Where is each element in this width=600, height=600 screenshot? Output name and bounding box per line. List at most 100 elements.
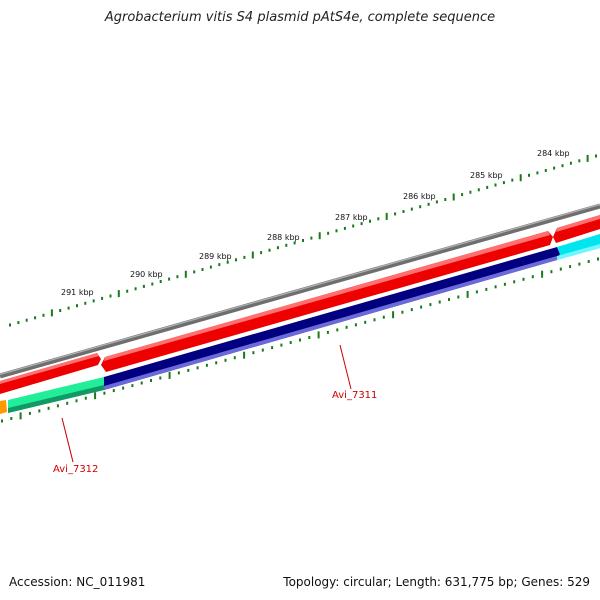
minor-tick (475, 290, 478, 294)
gene-avi-7312[interactable] (8, 377, 104, 413)
minor-tick (226, 260, 229, 264)
minor-tick (486, 185, 489, 189)
minor-tick (84, 396, 87, 400)
minor-tick (569, 161, 572, 165)
minor-tick (10, 417, 13, 420)
minor-tick (159, 376, 162, 380)
minor-tick (373, 318, 376, 322)
minor-tick (494, 285, 497, 289)
major-tick (243, 351, 246, 359)
gene-avi-7311[interactable] (104, 247, 560, 390)
minor-tick (354, 323, 357, 327)
minor-tick (1, 419, 3, 423)
minor-tick (559, 267, 562, 271)
minor-tick (345, 325, 348, 329)
minor-tick (142, 284, 145, 288)
minor-tick (92, 299, 95, 303)
minor-tick (215, 361, 218, 365)
minor-tick (47, 406, 50, 410)
minor-tick (276, 246, 279, 250)
minor-tick (193, 270, 196, 274)
major-tick (318, 232, 321, 240)
scale-ticks (9, 154, 597, 327)
scale-label-291: 291 kbp (61, 288, 94, 297)
minor-tick (511, 178, 514, 182)
minor-tick (285, 243, 288, 247)
minor-tick (427, 202, 430, 206)
small-feature-orange[interactable] (0, 400, 7, 414)
minor-tick (335, 229, 338, 233)
minor-tick (544, 169, 547, 172)
minor-tick (280, 343, 283, 347)
scale-label-284: 284 kbp (537, 149, 570, 158)
minor-tick (109, 294, 112, 298)
gene-label-avi-7312[interactable]: Avi_7312 (53, 464, 98, 475)
minor-tick (410, 308, 413, 312)
minor-tick (502, 181, 505, 185)
minor-tick (134, 287, 137, 291)
minor-tick (9, 323, 11, 327)
minor-tick (126, 289, 129, 293)
minor-tick (17, 321, 20, 325)
backbone-arc (0, 203, 600, 379)
gene-label-avi-7311[interactable]: Avi_7311 (332, 390, 377, 401)
minor-tick (435, 200, 438, 204)
minor-tick (420, 305, 423, 309)
minor-tick (76, 304, 78, 308)
minor-tick (326, 330, 329, 334)
minor-tick (122, 386, 125, 390)
minor-tick (233, 356, 236, 360)
minor-tick (513, 280, 516, 284)
minor-tick (218, 263, 221, 267)
accession-text: Accession: NC_011981 (9, 575, 146, 589)
forward-cds-avi-7311-partner[interactable] (101, 231, 553, 372)
minor-tick (438, 300, 441, 304)
minor-tick (268, 248, 271, 252)
minor-tick (485, 287, 488, 291)
major-tick (50, 309, 53, 317)
minor-tick (448, 298, 450, 301)
minor-tick (289, 341, 292, 344)
major-tick (541, 270, 544, 278)
minor-tick (578, 262, 581, 266)
minor-tick (235, 258, 237, 262)
minor-tick (429, 303, 432, 307)
forward-cds-left[interactable] (0, 353, 101, 394)
minor-tick (38, 409, 41, 413)
minor-tick (224, 358, 227, 362)
minor-tick (159, 280, 162, 283)
minor-tick (597, 257, 599, 261)
major-tick (251, 251, 254, 259)
minor-tick (59, 309, 62, 312)
minor-tick (34, 316, 37, 320)
avi-7311-leader (339, 344, 352, 390)
minor-tick (410, 207, 413, 211)
avi-7312-leader (61, 417, 74, 463)
minor-tick (243, 255, 246, 259)
minor-tick (402, 210, 405, 213)
gene-right-cyan[interactable] (557, 234, 600, 260)
minor-tick (352, 224, 355, 228)
minor-tick (595, 154, 597, 158)
page-title: Agrobacterium vitis S4 plasmid pAtS4e, c… (104, 10, 496, 25)
minor-tick (336, 328, 339, 332)
minor-tick (150, 379, 152, 382)
minor-tick (382, 315, 385, 319)
minor-tick (503, 282, 506, 286)
minor-tick (553, 166, 556, 170)
inner-ticks (1, 257, 599, 423)
minor-tick (308, 336, 311, 339)
minor-tick (271, 346, 274, 350)
minor-tick (176, 275, 179, 279)
minor-tick (56, 404, 59, 408)
minor-tick (140, 381, 143, 385)
minor-tick (587, 260, 590, 263)
minor-tick (293, 241, 296, 245)
minor-tick (578, 159, 581, 163)
minor-tick (528, 173, 530, 177)
minor-tick (66, 401, 69, 405)
forward-cds-right[interactable] (553, 215, 600, 243)
minor-tick (522, 277, 525, 281)
scale-label-290: 290 kbp (130, 270, 163, 279)
minor-tick (103, 391, 106, 395)
